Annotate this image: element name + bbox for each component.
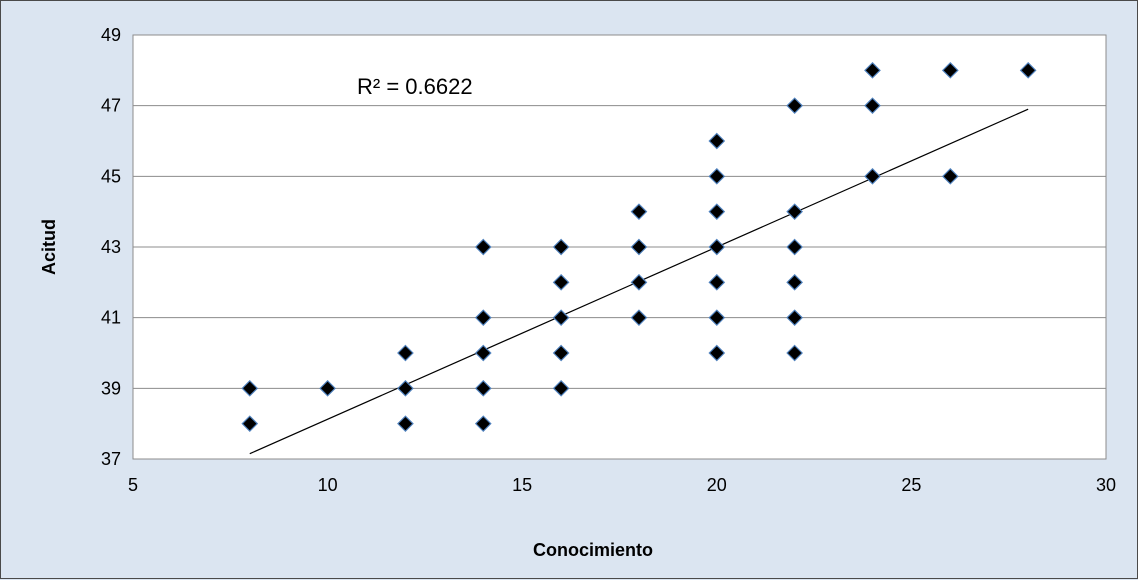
r-squared-annotation: R² = 0.6622 (357, 74, 473, 99)
data-point (786, 309, 803, 327)
data-point (397, 344, 414, 362)
x-tick-label: 5 (128, 475, 138, 495)
data-point (397, 415, 414, 433)
x-tick-label: 10 (318, 475, 338, 495)
data-point (630, 238, 648, 256)
y-tick-label: 43 (101, 237, 121, 257)
y-tick-label: 47 (101, 96, 121, 116)
data-point (786, 97, 803, 115)
data-point (708, 167, 726, 185)
data-point (552, 379, 570, 397)
data-point (474, 238, 492, 256)
data-point (864, 61, 881, 79)
data-point (630, 203, 648, 221)
data-point (786, 273, 803, 291)
y-tick-label: 37 (101, 449, 121, 469)
data-point (708, 132, 726, 150)
data-point (786, 344, 803, 362)
data-point (786, 238, 803, 256)
x-tick-label: 30 (1096, 475, 1116, 495)
data-point (1019, 61, 1037, 79)
data-point (241, 415, 259, 433)
y-tick-label: 39 (101, 378, 121, 398)
data-point (474, 309, 492, 327)
data-point (552, 273, 570, 291)
gridlines (133, 105, 1106, 389)
data-point (319, 379, 336, 397)
data-point (474, 379, 492, 397)
x-tick-label: 15 (512, 475, 532, 495)
y-axis-title: Acitud (39, 219, 59, 275)
y-tick-labels: 37 39 41 43 45 47 49 (101, 25, 121, 469)
data-point (708, 203, 726, 221)
data-point (708, 309, 726, 327)
data-point (708, 273, 726, 291)
x-tick-labels: 5 10 15 20 25 30 (128, 475, 1116, 495)
data-point (474, 344, 492, 362)
data-point (552, 309, 570, 327)
data-point (474, 415, 492, 433)
data-point (941, 61, 959, 79)
data-point (630, 309, 648, 327)
data-points (241, 61, 1037, 433)
data-point (941, 167, 959, 185)
x-axis-title: Conocimiento (533, 540, 653, 560)
data-point (708, 344, 726, 362)
y-tick-label: 41 (101, 308, 121, 328)
data-point (552, 238, 570, 256)
data-point (786, 203, 803, 221)
data-point (397, 379, 414, 397)
x-tick-label: 25 (901, 475, 921, 495)
x-tick-label: 20 (707, 475, 727, 495)
data-point (241, 379, 259, 397)
data-point (630, 273, 648, 291)
y-tick-label: 49 (101, 25, 121, 45)
data-point (864, 167, 881, 185)
data-point (864, 97, 881, 115)
data-point (708, 238, 726, 256)
data-point (552, 344, 570, 362)
y-tick-label: 45 (101, 166, 121, 186)
